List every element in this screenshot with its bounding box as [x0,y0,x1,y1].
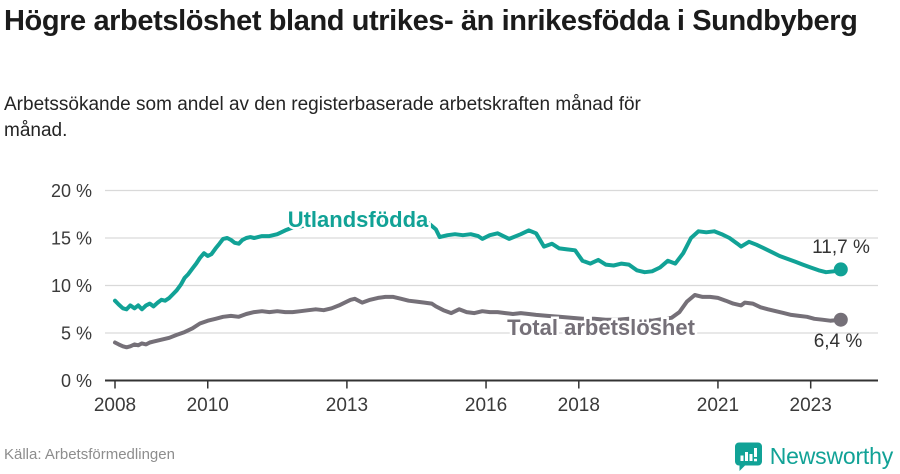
x-tick-label-2010: 2010 [187,395,229,416]
newsworthy-badge-icon [734,442,762,471]
x-tick-label-2021: 2021 [697,395,739,416]
chart-canvas: 0 % 5 % 10 % 15 % 20 % 2008 2010 2013 2016 2018 20… [51,181,878,416]
utlandsfodda-end-dot [833,262,848,277]
page-subtitle: Arbetssökande som andel av den registerb… [4,94,641,141]
y-tick-label-15: 15 % [51,229,92,249]
x-tick-label-2018: 2018 [558,395,600,416]
source-note: Källa: Arbetsförmedlingen [4,446,175,463]
x-tick-label-2013: 2013 [326,395,368,416]
line-chart: 0 % 5 % 10 % 15 % 20 % 2008 2010 2013 2016 2018 20… [0,148,900,438]
newsworthy-logo[interactable]: Newsworthy [734,441,893,472]
page-title: Högre arbetslöshet bland utrikes- än inr… [4,5,858,37]
utlandsfodda-label: Utlandsfödda [288,207,429,232]
y-tick-label-0: 0 % [61,371,92,391]
utlandsfodda-end-value-label: 11,7 % [812,237,870,258]
total-arbetsloshet-end-value-label: 6,4 % [814,331,863,352]
x-tick-label-2016: 2016 [465,395,507,416]
utlandsfodda-line [113,218,843,312]
newsworthy-wordmark: Newsworthy [769,443,893,469]
total-arbetsloshet-line [113,293,843,350]
y-tick-label-10: 10 % [51,276,92,296]
y-tick-label-20: 20 % [51,181,92,201]
x-tick-label-2023: 2023 [790,395,832,416]
x-tick-label-2008: 2008 [94,395,136,416]
total-arbetsloshet-label: Total arbetslöshet [507,315,696,340]
total-arbetsloshet-end-dot [833,312,848,327]
y-tick-label-5: 5 % [61,324,92,344]
